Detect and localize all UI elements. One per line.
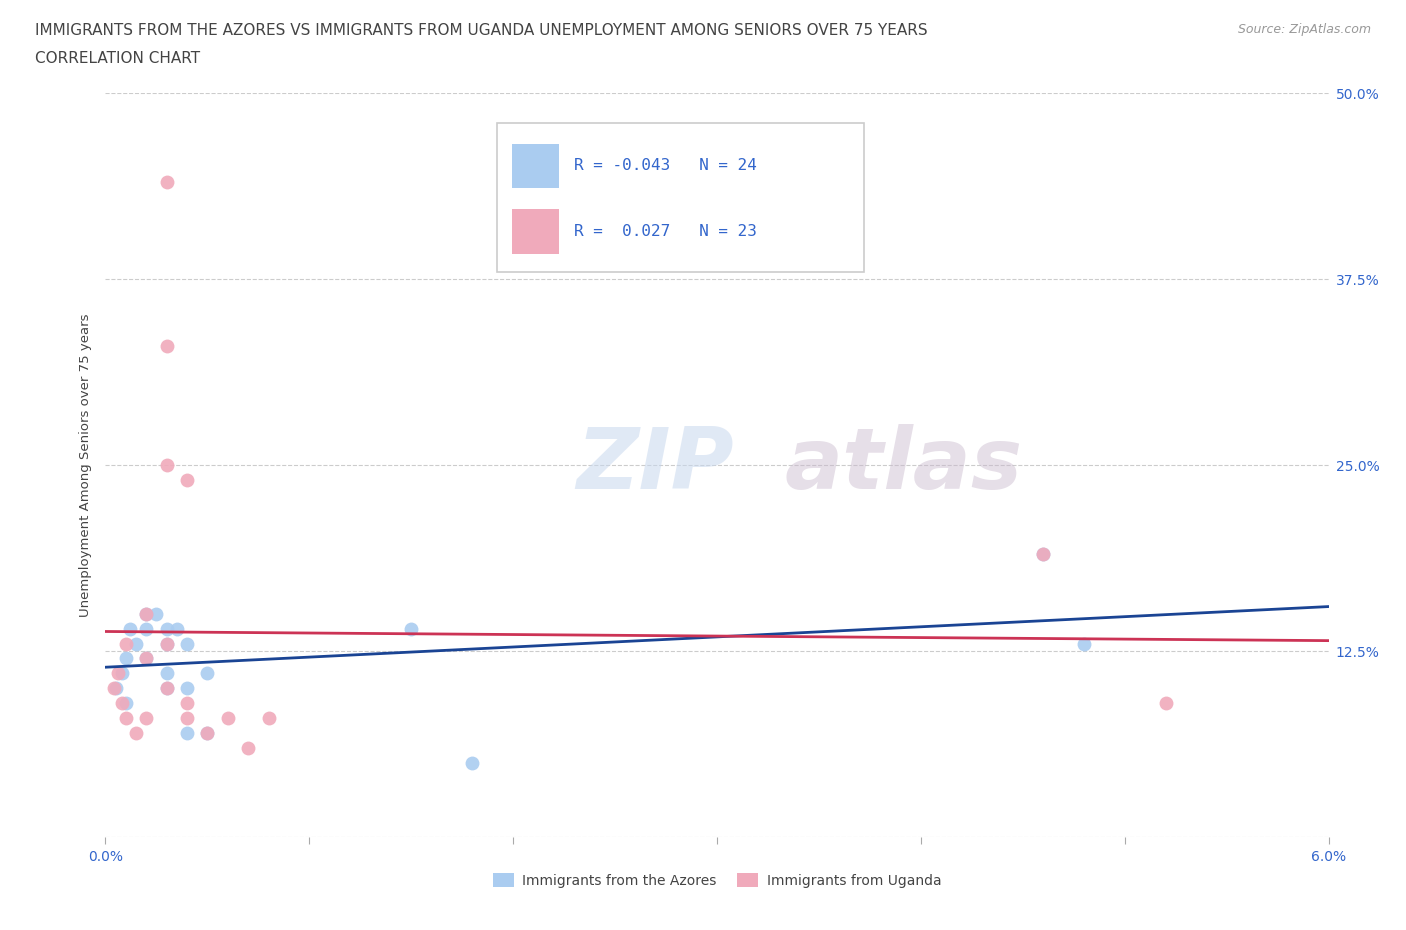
Point: [125, 636, 148, 651]
Point: [401, 621, 423, 636]
Point: [176, 711, 198, 725]
Point: [195, 725, 219, 740]
Point: [461, 755, 484, 770]
Point: [195, 725, 219, 740]
Point: [135, 711, 157, 725]
Point: [155, 636, 177, 651]
Point: [155, 621, 177, 636]
Point: [135, 651, 157, 666]
Point: [155, 681, 177, 696]
Point: [176, 696, 198, 711]
Text: atlas: atlas: [785, 423, 1022, 507]
Point: [155, 175, 177, 190]
Point: [155, 339, 177, 353]
Point: [176, 725, 198, 740]
Point: [111, 666, 134, 681]
Point: [257, 711, 280, 725]
Point: [135, 621, 157, 636]
Point: [135, 606, 157, 621]
Point: [115, 711, 138, 725]
Point: [145, 606, 167, 621]
Point: [176, 472, 198, 487]
Text: Source: ZipAtlas.com: Source: ZipAtlas.com: [1237, 23, 1371, 36]
Point: [115, 636, 138, 651]
Point: [155, 681, 177, 696]
Legend: Immigrants from the Azores, Immigrants from Uganda: Immigrants from the Azores, Immigrants f…: [488, 868, 946, 894]
Text: ZIP: ZIP: [576, 423, 734, 507]
Point: [115, 651, 138, 666]
Point: [195, 666, 219, 681]
Point: [118, 621, 141, 636]
Point: [103, 681, 125, 696]
Point: [1032, 547, 1054, 562]
Point: [236, 740, 259, 755]
Point: [155, 458, 177, 472]
Point: [176, 636, 198, 651]
Point: [155, 666, 177, 681]
Point: [166, 621, 188, 636]
Point: [1154, 696, 1177, 711]
Point: [135, 606, 157, 621]
Point: [107, 666, 129, 681]
Point: [1073, 636, 1095, 651]
Point: [115, 696, 138, 711]
Point: [135, 651, 157, 666]
Point: [1032, 547, 1054, 562]
Point: [111, 696, 134, 711]
Point: [217, 711, 239, 725]
Point: [176, 681, 198, 696]
Point: [155, 636, 177, 651]
Text: CORRELATION CHART: CORRELATION CHART: [35, 51, 200, 66]
Y-axis label: Unemployment Among Seniors over 75 years: Unemployment Among Seniors over 75 years: [79, 313, 93, 617]
Text: IMMIGRANTS FROM THE AZORES VS IMMIGRANTS FROM UGANDA UNEMPLOYMENT AMONG SENIORS : IMMIGRANTS FROM THE AZORES VS IMMIGRANTS…: [35, 23, 928, 38]
Point: [104, 681, 127, 696]
Point: [125, 725, 148, 740]
